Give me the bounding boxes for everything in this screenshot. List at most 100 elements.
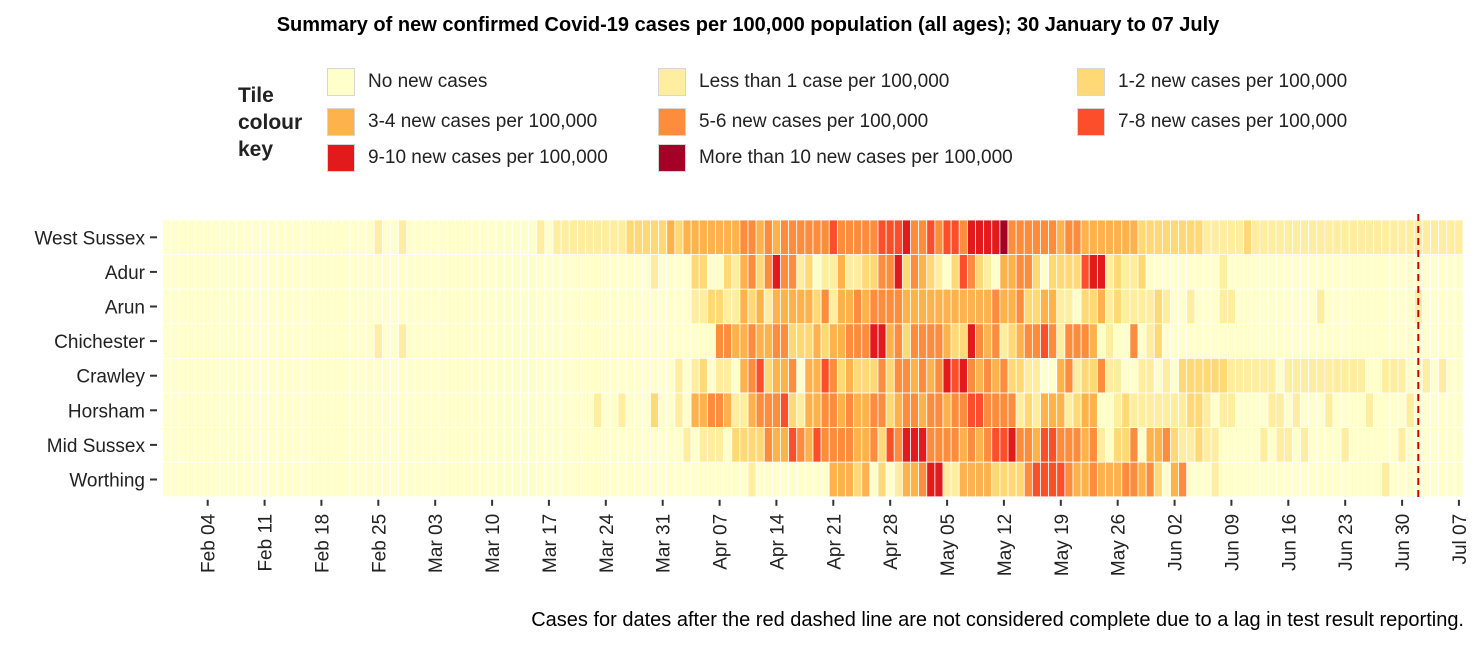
heatmap-tile <box>300 357 310 394</box>
heatmap-tile <box>877 461 887 498</box>
heatmap-tile <box>983 254 993 290</box>
heatmap-tile <box>438 219 448 255</box>
heatmap-tile <box>552 392 562 428</box>
heatmap-tile <box>1064 288 1074 325</box>
heatmap-tile <box>1446 392 1456 428</box>
heatmap-tile <box>1405 461 1415 498</box>
heatmap-tile <box>763 219 773 255</box>
heatmap-tile <box>1080 427 1090 463</box>
heatmap-tile <box>1340 357 1350 394</box>
heatmap-tile <box>1105 392 1115 428</box>
heatmap-tile <box>1430 392 1440 428</box>
heatmap-tile <box>268 323 278 359</box>
legend-item-3-4: 3-4 new cases per 100,000 <box>327 107 597 137</box>
heatmap-tile <box>1178 254 1188 290</box>
heatmap-tile <box>1300 357 1310 394</box>
heatmap-tile <box>381 461 391 498</box>
heatmap-tile <box>1300 392 1310 428</box>
heatmap-tile <box>983 392 993 428</box>
heatmap-tile <box>438 392 448 428</box>
heatmap-tile <box>251 323 261 359</box>
heatmap-tile <box>609 357 619 394</box>
heatmap-tile <box>682 254 692 290</box>
heatmap-tile <box>820 254 830 290</box>
heatmap-tile <box>1072 392 1082 428</box>
heatmap-tile <box>333 427 343 463</box>
heatmap-tile <box>804 427 814 463</box>
heatmap-tile <box>958 288 968 325</box>
heatmap-tile <box>1381 288 1391 325</box>
heatmap-tile <box>511 357 521 394</box>
heatmap-tile <box>812 427 822 463</box>
heatmap-tile <box>251 219 261 255</box>
heatmap-tile <box>601 219 611 255</box>
heatmap-tile <box>552 357 562 394</box>
heatmap-tile <box>820 392 830 428</box>
heatmap-tile <box>292 254 302 290</box>
heatmap-tile <box>1430 323 1440 359</box>
heatmap-tile <box>479 427 489 463</box>
heatmap-tile <box>739 427 749 463</box>
heatmap-tile <box>1340 288 1350 325</box>
y-axis-label: Crawley <box>76 367 145 388</box>
heatmap-tile <box>1194 219 1204 255</box>
heatmap-tile <box>585 461 595 498</box>
heatmap-tile <box>341 357 351 394</box>
heatmap-tile <box>1088 392 1098 428</box>
heatmap-tile <box>641 219 651 255</box>
heatmap-tile <box>1454 288 1464 325</box>
heatmap-tile <box>966 461 976 498</box>
heatmap-tile <box>958 254 968 290</box>
heatmap-tile <box>438 288 448 325</box>
heatmap-tile <box>698 461 708 498</box>
heatmap-tile <box>983 427 993 463</box>
heatmap-tile <box>251 254 261 290</box>
heatmap-tile <box>1430 357 1440 394</box>
heatmap-tile <box>1438 427 1448 463</box>
heatmap-tile <box>650 357 660 394</box>
x-axis-label: Apr 14 <box>767 513 788 569</box>
heatmap-tile <box>544 461 554 498</box>
heatmap-tile <box>1389 461 1399 498</box>
heatmap-tile <box>950 323 960 359</box>
heatmap-tile <box>1153 288 1163 325</box>
heatmap-tile <box>430 254 440 290</box>
heatmap-tile <box>999 392 1009 428</box>
heatmap-tile <box>1040 461 1050 498</box>
heatmap-tile <box>528 288 538 325</box>
heatmap-tile <box>975 254 985 290</box>
heatmap-tile <box>1226 461 1236 498</box>
heatmap-tile <box>373 427 383 463</box>
heatmap-tile <box>666 427 676 463</box>
heatmap-tile <box>1275 219 1285 255</box>
heatmap-tile <box>958 357 968 394</box>
heatmap-tile <box>585 392 595 428</box>
heatmap-tile <box>771 357 781 394</box>
heatmap-tile <box>820 461 830 498</box>
heatmap-tile <box>430 392 440 428</box>
heatmap-tile <box>520 357 530 394</box>
heatmap-tile <box>1218 288 1228 325</box>
heatmap-tile <box>1202 461 1212 498</box>
heatmap-tile <box>1105 357 1115 394</box>
heatmap-tile <box>934 427 944 463</box>
heatmap-tile <box>487 254 497 290</box>
heatmap-tile <box>357 323 367 359</box>
heatmap-tile <box>471 461 481 498</box>
heatmap-tile <box>853 392 863 428</box>
heatmap-tile <box>1129 254 1139 290</box>
heatmap-tile <box>1137 461 1147 498</box>
heatmap-tile <box>893 461 903 498</box>
heatmap-tile <box>983 357 993 394</box>
heatmap-tile <box>966 357 976 394</box>
heatmap-tile <box>576 323 586 359</box>
heatmap-tile <box>1300 461 1310 498</box>
heatmap-tile <box>1007 392 1017 428</box>
heatmap-tile <box>1235 323 1245 359</box>
heatmap-tile <box>771 219 781 255</box>
heatmap-tile <box>1145 288 1155 325</box>
heatmap-tile <box>235 392 245 428</box>
heatmap-tile <box>601 288 611 325</box>
heatmap-tile <box>390 357 400 394</box>
heatmap-tile <box>487 323 497 359</box>
